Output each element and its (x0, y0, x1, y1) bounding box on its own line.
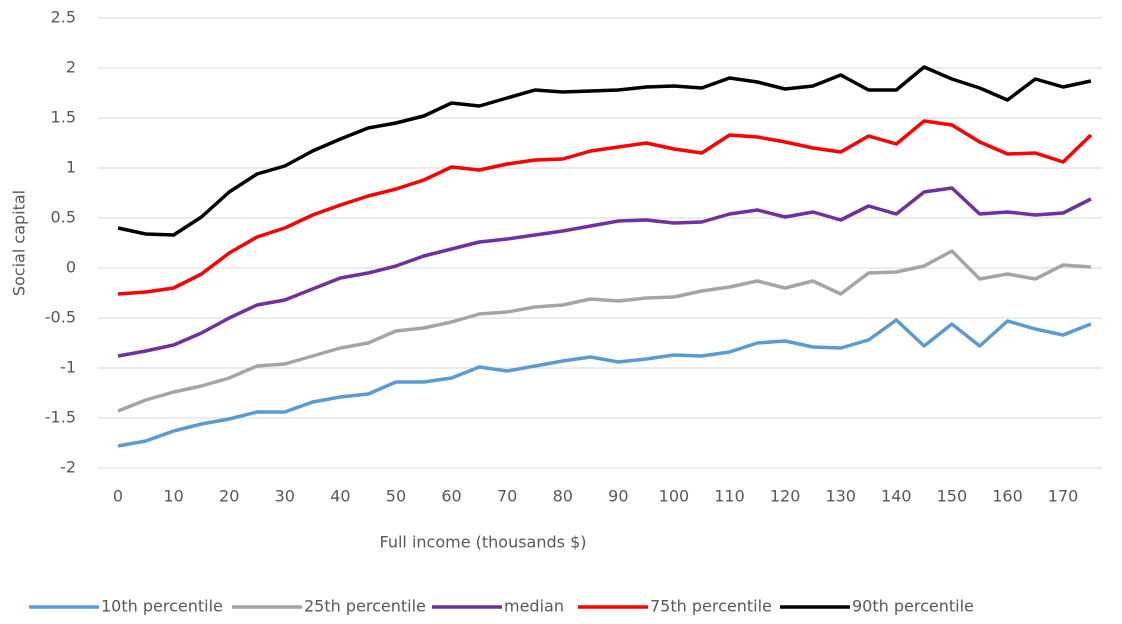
x-tick-label: 110 (714, 487, 745, 506)
x-tick-label: 20 (219, 487, 239, 506)
x-tick-label: 170 (1048, 487, 1079, 506)
x-tick-label: 140 (881, 487, 912, 506)
legend-label: 10th percentile (101, 597, 223, 616)
x-tick-label: 50 (386, 487, 406, 506)
y-tick-label: 1 (66, 158, 76, 177)
y-tick-label: 0 (66, 258, 76, 277)
x-tick-label: 80 (553, 487, 573, 506)
y-tick-label: 1.5 (51, 108, 76, 127)
y-tick-label: 0.5 (51, 208, 76, 227)
x-tick-label: 30 (275, 487, 295, 506)
legend-label: median (504, 597, 564, 616)
x-tick-label: 40 (330, 487, 350, 506)
x-tick-label: 160 (992, 487, 1023, 506)
y-tick-label: 2.5 (51, 8, 76, 27)
x-tick-label: 150 (937, 487, 968, 506)
x-tick-label: 100 (659, 487, 690, 506)
x-tick-label: 60 (441, 487, 461, 506)
x-tick-label: 0 (113, 487, 123, 506)
x-tick-label: 130 (825, 487, 856, 506)
x-axis-title: Full income (thousands $) (380, 533, 587, 552)
y-tick-label: -1.5 (45, 408, 76, 427)
y-tick-label: -1 (60, 358, 76, 377)
y-axis-title: Social capital (10, 190, 29, 296)
x-tick-label: 10 (163, 487, 183, 506)
y-tick-label: 2 (66, 58, 76, 77)
series-line (117, 249, 1092, 413)
series-line (117, 119, 1093, 296)
x-tick-label: 90 (608, 487, 628, 506)
x-tick-label: 120 (770, 487, 801, 506)
series-line (117, 186, 1092, 358)
legend-label: 25th percentile (304, 597, 426, 616)
series-line (117, 65, 1092, 237)
legend-label: 75th percentile (650, 597, 772, 616)
y-tick-label: -2 (60, 458, 76, 477)
legend-label: 90th percentile (852, 597, 974, 616)
series-line (117, 318, 1092, 448)
y-tick-label: -0.5 (45, 308, 76, 327)
x-tick-label: 70 (497, 487, 517, 506)
